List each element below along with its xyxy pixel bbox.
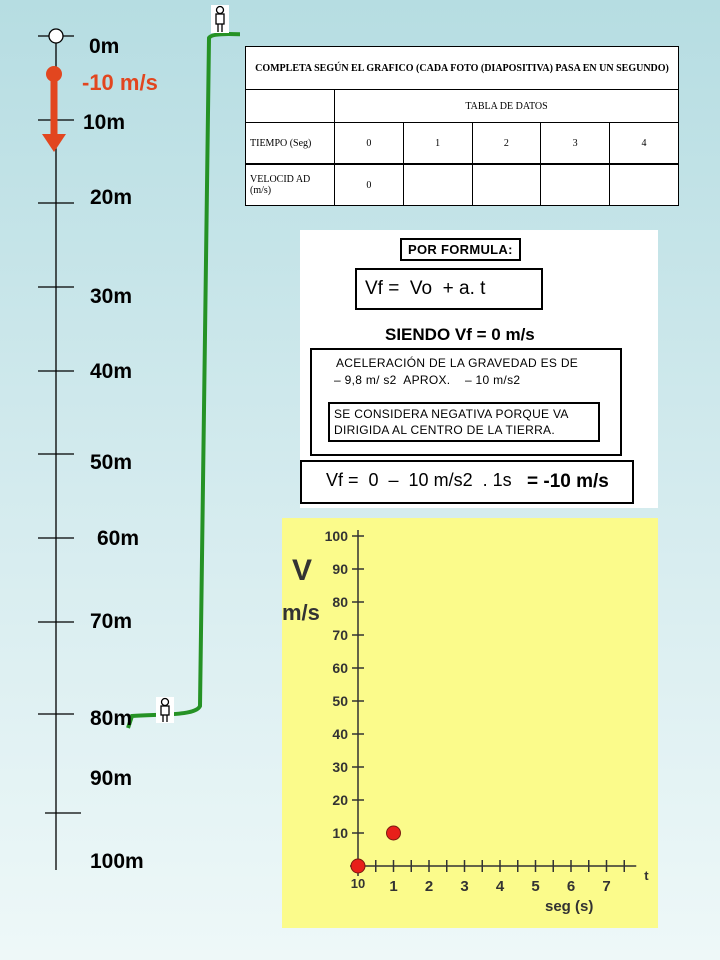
scale-label-50m: 50m bbox=[90, 451, 133, 474]
siendo-text: SIENDO Vf = 0 m/s bbox=[385, 325, 535, 344]
x-tick-label: 1 bbox=[389, 878, 397, 895]
y-tick-label: 30 bbox=[332, 759, 348, 775]
x-axis-letter: t bbox=[644, 868, 649, 883]
velocity-arrow-head bbox=[42, 134, 66, 152]
por-formula-label: POR FORMULA: bbox=[400, 238, 521, 261]
climb-path bbox=[126, 32, 240, 729]
y-tick-label: 80 bbox=[332, 594, 348, 610]
y-tick-label: 100 bbox=[325, 528, 349, 544]
table-empty-cell bbox=[245, 89, 335, 123]
time-cell: 3 bbox=[540, 122, 610, 165]
velocity-cell[interactable] bbox=[402, 163, 473, 206]
graph-ylabel-unit: m/s bbox=[282, 600, 320, 625]
time-row-label: TIEMPO (Seg) bbox=[245, 122, 335, 165]
x-tick-label: 7 bbox=[602, 878, 610, 895]
scale-label-40m: 40m bbox=[90, 360, 133, 383]
person-icon-bottom bbox=[156, 697, 174, 723]
person-icon-top bbox=[211, 5, 229, 33]
falling-object-start bbox=[48, 28, 64, 44]
formula-panel: POR FORMULA: Vf = Vo + a. t SIENDO Vf = … bbox=[300, 230, 658, 508]
x-tick-label: 4 bbox=[496, 878, 505, 895]
x-tick-label: 5 bbox=[531, 878, 539, 895]
negative-note: SE CONSIDERA NEGATIVA PORQUE VA DIRIGIDA… bbox=[328, 402, 600, 442]
gravity-line-2: – 9,8 m/ s2 APROX. – 10 m/s2 bbox=[334, 373, 521, 387]
x-axis-label: seg (s) bbox=[545, 898, 593, 915]
velocity-row-label: VELOCID AD (m/s) bbox=[245, 163, 335, 206]
table-header: COMPLETA SEGÚN EL GRAFICO (CADA FOTO (DI… bbox=[245, 46, 679, 90]
calc-left: Vf = 0 – 10 m/s2 . 1s bbox=[326, 470, 512, 490]
x-tick-label: 2 bbox=[425, 878, 433, 895]
y-tick-label: 10 bbox=[332, 825, 348, 841]
scale-label-10m: 10m bbox=[83, 111, 126, 134]
y-tick-label: 50 bbox=[332, 693, 348, 709]
y-tick-label: 40 bbox=[332, 726, 348, 742]
speed-label: -10 m/s bbox=[82, 70, 158, 95]
data-table: COMPLETA SEGÚN EL GRAFICO (CADA FOTO (DI… bbox=[245, 46, 679, 206]
velocity-cell[interactable] bbox=[540, 163, 610, 206]
velocity-cell[interactable] bbox=[471, 163, 542, 206]
data-point bbox=[386, 825, 401, 841]
x-tick-label: 3 bbox=[460, 878, 468, 895]
scale-label-90m: 90m bbox=[90, 767, 133, 790]
scale-label-100m: 100m bbox=[90, 850, 144, 873]
table-subheader: TABLA DE DATOS bbox=[334, 89, 679, 123]
x-origin-label: 10 bbox=[351, 876, 365, 891]
calculation-box: Vf = 0 – 10 m/s2 . 1s = -10 m/s bbox=[300, 460, 634, 504]
y-tick-label: 70 bbox=[332, 627, 348, 643]
falling-ball bbox=[46, 66, 62, 82]
main-formula: Vf = Vo + a. t bbox=[355, 268, 543, 310]
scale-label-80m: 80m bbox=[90, 707, 133, 730]
graph-ylabel-v: V bbox=[292, 554, 313, 587]
scale-label-60m: 60m bbox=[97, 527, 140, 550]
calc-result: = -10 m/s bbox=[527, 471, 609, 492]
scale-label-20m: 20m bbox=[90, 186, 133, 209]
scale-label-70m: 70m bbox=[90, 610, 133, 633]
y-tick-label: 20 bbox=[332, 792, 348, 808]
time-cell: 2 bbox=[471, 122, 542, 165]
velocity-chart: 10 20 30 40 50 60 70 80 90 100 1 2 3 4 5 6 7 10 t seg (s) bbox=[325, 528, 650, 915]
gravity-line-1: ACELERACIÓN DE LA GRAVEDAD ES DE bbox=[336, 356, 579, 370]
scale-label-30m: 30m bbox=[90, 285, 133, 308]
data-point bbox=[350, 858, 366, 874]
height-scale bbox=[38, 5, 240, 870]
time-cell: 4 bbox=[609, 122, 679, 165]
time-cell: 1 bbox=[402, 122, 473, 165]
velocity-graph: V m/s 10 20 30 40 50 60 70 80 90 100 1 2 3 4 5 6 7 10 t seg… bbox=[282, 518, 658, 928]
velocity-cell[interactable] bbox=[609, 163, 679, 206]
time-cell: 0 bbox=[334, 122, 404, 165]
x-tick-label: 6 bbox=[567, 878, 575, 895]
y-tick-label: 60 bbox=[332, 660, 348, 676]
gravity-box: ACELERACIÓN DE LA GRAVEDAD ES DE – 9,8 m… bbox=[310, 348, 622, 456]
velocity-cell[interactable]: 0 bbox=[334, 163, 404, 206]
y-tick-label: 90 bbox=[332, 561, 348, 577]
scale-label-0m: 0m bbox=[89, 35, 120, 58]
